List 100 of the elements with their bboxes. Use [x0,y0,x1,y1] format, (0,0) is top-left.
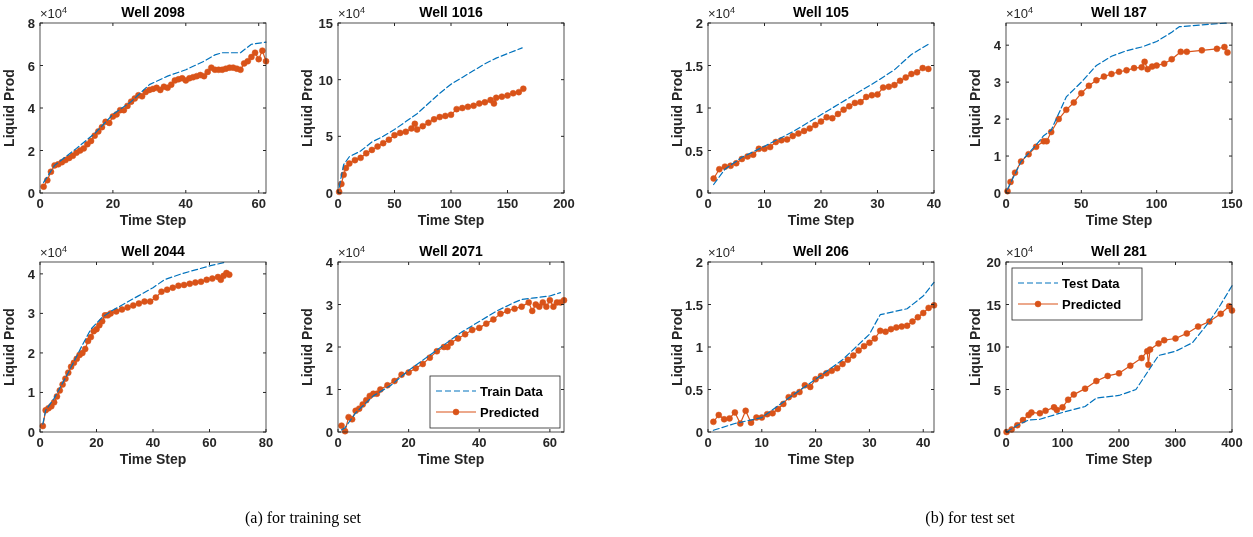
y-tick-label: 1 [27,385,35,401]
y-axis-title: Liquid Prod [1,308,17,386]
y-axis-title: Liquid Prod [669,69,685,147]
y-tick-label: 2 [695,255,703,270]
y-tick-label: 2 [27,345,35,361]
y-tick-label: 1 [325,382,333,398]
x-tick-label: 10 [754,435,770,450]
legend-label: Test Data [1062,276,1121,291]
x-tick-label: 20 [808,435,823,450]
y-tick-label: 4 [27,266,36,282]
x-tick-label: 400 [1221,435,1243,450]
x-tick-label: 80 [258,435,274,450]
x-tick-label: 300 [1164,435,1187,450]
chart-title: Well 105 [793,4,850,20]
y-tick-label: 4 [27,101,36,116]
x-axis-title: Time Step [119,451,187,467]
y-tick-label: 15 [986,297,1001,313]
y-tick-label: 2 [27,143,35,159]
x-tick-label: 30 [862,435,877,450]
y-tick-label: 1.5 [684,58,703,74]
y-axis-title: Liquid Prod [299,69,315,147]
x-tick-label: 20 [813,196,829,211]
x-tick-label: 40 [145,435,161,450]
x-tick-label: 50 [387,196,402,211]
x-axis-title: Time Step [1085,451,1153,467]
x-axis-title: Time Step [787,212,855,228]
text: (b) for test set [925,509,1016,527]
x-tick-label: 100 [1145,196,1168,211]
y-tick-label: 0 [695,186,703,201]
text: ×10$^{4}$ [1006,5,1034,21]
y-tick-label: 8 [27,16,35,31]
y-tick-label: 5 [325,129,333,145]
chart-title: Well 2071 [419,243,483,259]
y-tick-label: 1.5 [684,297,703,313]
chart-title: Well 1016 [419,4,483,20]
y-tick-label: 3 [27,306,35,322]
x-tick-label: 40 [916,435,931,450]
x-axis-title: Time Step [119,212,187,228]
y-tick-label: 0 [695,425,703,440]
y-tick-label: 2 [695,16,703,31]
x-tick-label: 150 [1221,196,1243,211]
x-tick-label: 30 [870,196,885,211]
x-tick-label: 40 [472,435,487,450]
x-tick-label: 200 [1108,435,1130,450]
chart-title: Well 281 [1091,243,1148,259]
y-tick-label: 6 [27,58,35,74]
text: ×10$^{4}$ [338,5,366,21]
x-tick-label: 100 [1051,435,1074,450]
text: (a) for training set [245,509,362,527]
y-tick-label: 1 [695,101,703,116]
y-axis-title: Liquid Prod [1,69,17,147]
x-tick-label: 40 [178,196,194,211]
y-axis-title: Liquid Prod [967,69,983,147]
y-tick-label: 20 [986,255,1001,270]
x-axis-title: Time Step [417,212,485,228]
x-tick-label: 10 [757,196,772,211]
text: ×10$^{4}$ [40,5,68,21]
y-tick-label: 0 [27,186,35,201]
y-tick-label: 0 [325,186,333,201]
y-tick-label: 0.5 [684,382,703,398]
y-tick-label: 3 [993,75,1001,91]
y-tick-label: 0 [993,425,1001,440]
x-tick-label: 40 [926,196,942,211]
x-axis-title: Time Step [787,451,855,467]
y-tick-label: 0.5 [684,143,703,159]
text: ×10$^{4}$ [1006,244,1034,260]
x-tick-label: 200 [553,196,575,211]
chart-title: Well 2044 [121,243,185,259]
y-tick-label: 4 [993,38,1002,54]
chart-title: Well 206 [793,243,850,259]
legend-label: Predicted [1062,297,1122,312]
y-tick-label: 0 [993,186,1001,201]
chart-title: Well 187 [1091,4,1148,20]
x-tick-label: 60 [542,435,558,450]
x-tick-label: 100 [440,196,462,211]
y-tick-label: 0 [27,425,35,440]
text: ×10$^{4}$ [338,244,366,260]
y-tick-label: 3 [325,297,333,313]
y-tick-label: 5 [993,382,1001,398]
x-tick-label: 20 [89,435,104,450]
legend-label: Predicted [480,405,540,420]
text: ×10$^{4}$ [40,244,68,260]
y-tick-label: 15 [318,16,333,31]
chart-title: Well 2098 [121,4,185,20]
y-tick-label: 4 [325,255,334,270]
x-tick-label: 20 [105,196,121,211]
x-tick-label: 50 [1074,196,1089,211]
x-tick-label: 150 [496,196,519,211]
x-tick-label: 60 [251,196,266,211]
x-axis-title: Time Step [1085,212,1153,228]
legend-label: Train Data [480,384,544,399]
y-tick-label: 0 [325,425,333,440]
y-tick-label: 2 [325,340,333,355]
y-axis-title: Liquid Prod [669,308,685,386]
y-axis-title: Liquid Prod [967,308,983,386]
x-tick-label: 60 [202,435,217,450]
y-tick-label: 1 [695,340,703,355]
x-tick-label: 20 [401,435,416,450]
y-tick-label: 10 [318,72,333,88]
y-tick-label: 2 [993,112,1001,128]
